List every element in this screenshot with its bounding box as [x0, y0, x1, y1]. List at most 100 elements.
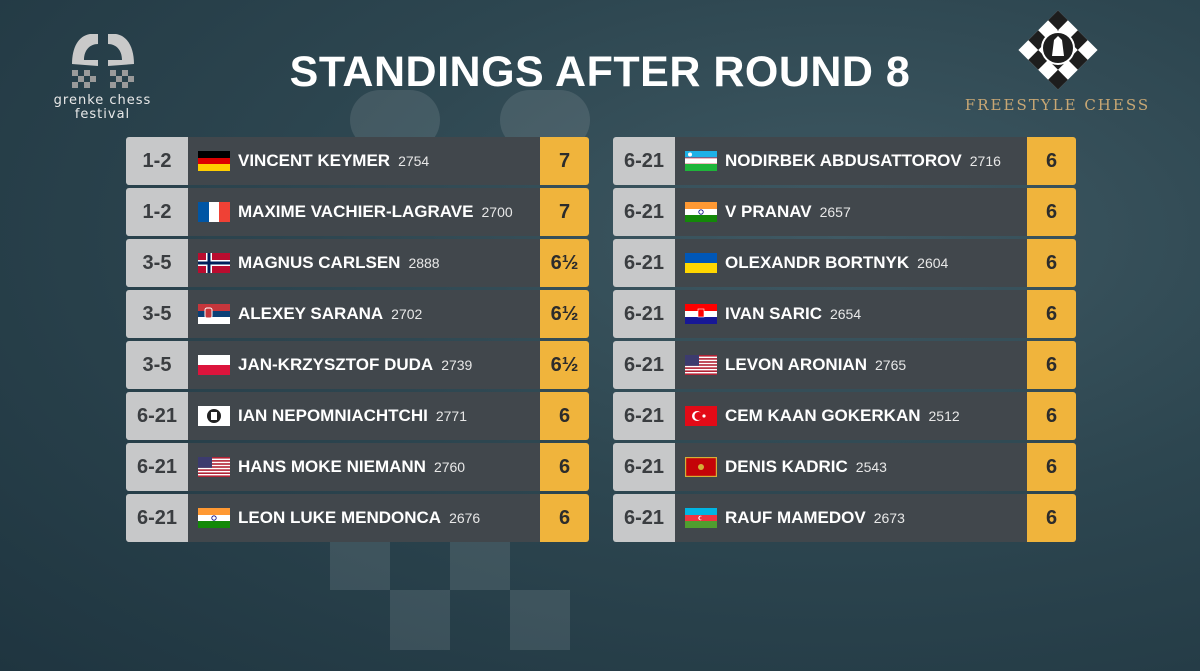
player-rating: 2543: [855, 459, 887, 475]
player-rating: 2760: [433, 459, 466, 475]
usa-flag-icon: [198, 457, 230, 477]
score-cell: 6: [540, 443, 589, 491]
player-name: HANS MOKE NIEMANN: [238, 457, 426, 476]
logo-text-line1: grenke chess: [53, 93, 152, 108]
rank-cell: 6-21: [126, 392, 188, 440]
score-cell: 7: [540, 137, 589, 185]
player-name: LEVON ARONIAN: [725, 355, 867, 374]
rank-cell: 6-21: [613, 290, 675, 338]
player-name: MAGNUS CARLSEN: [238, 253, 401, 272]
score-cell: 6: [1027, 239, 1076, 287]
player-cell: MAXIME VACHIER-LAGRAVE 2700: [188, 188, 540, 236]
player-name: IAN NEPOMNIACHTCHI: [238, 406, 428, 425]
grenke-chess-festival-logo: grenke chess festival: [40, 30, 165, 122]
player-rating: 2888: [408, 255, 440, 271]
player-rating: 2716: [969, 153, 1001, 169]
player-rating: 2771: [435, 408, 467, 424]
player-name: IVAN SARIC: [725, 304, 822, 323]
score-cell: 6: [1027, 443, 1076, 491]
logo-text-line2: festival: [74, 107, 131, 122]
player-name: LEON LUKE MENDONCA: [238, 508, 442, 527]
player-name: V PRANAV: [725, 202, 812, 221]
norway-flag-icon: [198, 253, 230, 273]
fide-flag-icon: [198, 406, 230, 426]
player-cell: OLEXANDR BORTNYK 2604: [675, 239, 1027, 287]
player-cell: JAN-KRZYSZTOF DUDA 2739: [188, 341, 540, 389]
player-name: ALEXEY SARANA: [238, 304, 384, 323]
player-name: VINCENT KEYMER: [238, 151, 391, 170]
player-name: JAN-KRZYSZTOF DUDA: [238, 355, 434, 374]
standings-row: 3-5 MAGNUS CARLSEN 2888 6½: [126, 239, 589, 287]
standings-row: 6-21 OLEXANDR BORTNYK 2604 6: [613, 239, 1076, 287]
rank-cell: 1-2: [126, 137, 188, 185]
player-name: OLEXANDR BORTNYK: [725, 253, 910, 272]
player-cell: IAN NEPOMNIACHTCHI 2771: [188, 392, 540, 440]
freestyle-king-logo-icon: [1017, 10, 1098, 90]
rank-cell: 1-2: [126, 188, 188, 236]
freestyle-chess-logo: FREESTYLE CHESS: [950, 10, 1165, 114]
player-cell: RAUF MAMEDOV 2673: [675, 494, 1027, 542]
rank-cell: 3-5: [126, 239, 188, 287]
score-cell: 6: [1027, 494, 1076, 542]
croatia-flag-icon: [685, 304, 717, 324]
player-name: DENIS KADRIC: [725, 457, 848, 476]
azerbaijan-flag-icon: [685, 508, 717, 528]
montenegro-flag-icon: [685, 457, 717, 477]
standings-row: 6-21 IAN NEPOMNIACHTCHI 2771 6: [126, 392, 589, 440]
score-cell: 6: [1027, 290, 1076, 338]
rank-cell: 6-21: [613, 392, 675, 440]
standings-row: 3-5 JAN-KRZYSZTOF DUDA 2739 6½: [126, 341, 589, 389]
rank-cell: 6-21: [126, 443, 188, 491]
grenke-knight-logo-icon: [71, 34, 134, 88]
rank-cell: 6-21: [126, 494, 188, 542]
standings-row: 6-21 LEON LUKE MENDONCA 2676 6: [126, 494, 589, 542]
score-cell: 6: [1027, 137, 1076, 185]
player-rating: 2654: [829, 306, 862, 322]
serbia-flag-icon: [198, 304, 230, 324]
player-cell: V PRANAV 2657: [675, 188, 1027, 236]
standings-right-column: 6-21 NODIRBEK ABDUSATTOROV 2716 6 6-21 V PRAN…: [613, 137, 1076, 545]
score-cell: 6½: [540, 239, 589, 287]
standings-row: 3-5 ALEXEY SARANA 2702 6½: [126, 290, 589, 338]
background-knight-art: [330, 90, 590, 650]
standings-row: 6-21 DENIS KADRIC 2543 6: [613, 443, 1076, 491]
ukraine-flag-icon: [685, 253, 717, 273]
player-cell: VINCENT KEYMER 2754: [188, 137, 540, 185]
player-rating: 2754: [398, 153, 430, 169]
score-cell: 6: [1027, 341, 1076, 389]
uzbekistan-flag-icon: [685, 151, 717, 171]
standings-row: 6-21 RAUF MAMEDOV 2673 6: [613, 494, 1076, 542]
player-rating: 2700: [481, 204, 513, 220]
player-cell: MAGNUS CARLSEN 2888: [188, 239, 540, 287]
score-cell: 6: [1027, 188, 1076, 236]
player-cell: NODIRBEK ABDUSATTOROV 2716: [675, 137, 1027, 185]
standings-row: 6-21 LEVON ARONIAN 2765 6: [613, 341, 1076, 389]
standings-row: 1-2 MAXIME VACHIER-LAGRAVE 2700 7: [126, 188, 589, 236]
freestyle-brand-text: FREESTYLE CHESS: [964, 96, 1151, 114]
score-cell: 6: [540, 392, 589, 440]
score-cell: 6½: [540, 290, 589, 338]
player-cell: LEON LUKE MENDONCA 2676: [188, 494, 540, 542]
rank-cell: 6-21: [613, 443, 675, 491]
standings-left-column: 1-2 VINCENT KEYMER 2754 7 1-2 MAXIME VACHIER-…: [126, 137, 589, 545]
player-rating: 2765: [875, 357, 907, 373]
rank-cell: 6-21: [613, 239, 675, 287]
standings-row: 6-21 NODIRBEK ABDUSATTOROV 2716 6: [613, 137, 1076, 185]
standings-row: 1-2 VINCENT KEYMER 2754 7: [126, 137, 589, 185]
turkey-flag-icon: [685, 406, 717, 426]
player-name: NODIRBEK ABDUSATTOROV: [725, 151, 962, 170]
player-cell: DENIS KADRIC 2543: [675, 443, 1027, 491]
rank-cell: 6-21: [613, 188, 675, 236]
page-title: STANDINGS AFTER ROUND 8: [289, 48, 911, 96]
rank-cell: 3-5: [126, 290, 188, 338]
germany-flag-icon: [198, 151, 230, 171]
standings-row: 6-21 IVAN SARIC 2654 6: [613, 290, 1076, 338]
india-flag-icon: [685, 202, 717, 222]
usa-flag-icon: [685, 355, 717, 375]
rank-cell: 6-21: [613, 494, 675, 542]
player-cell: LEVON ARONIAN 2765: [675, 341, 1027, 389]
poland-flag-icon: [198, 355, 230, 375]
score-cell: 6½: [540, 341, 589, 389]
player-rating: 2657: [819, 204, 851, 220]
france-flag-icon: [198, 202, 230, 222]
